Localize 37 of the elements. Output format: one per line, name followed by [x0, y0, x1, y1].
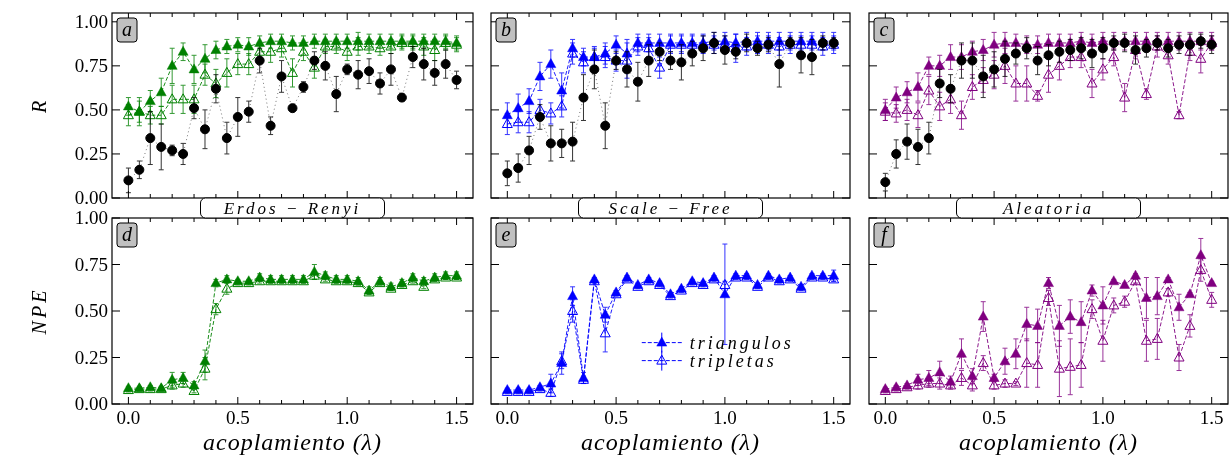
legend-label: triangulos: [689, 332, 794, 353]
y-tick-label: 1.00: [74, 207, 108, 228]
y-tick-label: 0.50: [74, 98, 108, 120]
annotation: e: [501, 223, 511, 245]
x-tick-label: 0.5: [225, 407, 250, 428]
y-tick-label: 0.75: [74, 253, 108, 275]
y-tick-label: 0.25: [74, 142, 108, 164]
annotation: a: [122, 18, 132, 40]
y-tick-label: 0.00: [74, 393, 108, 414]
x-tick-label: 0.0: [873, 407, 898, 428]
x-tick-label: 0.5: [604, 407, 628, 428]
y-axis-title: NPE: [28, 287, 50, 336]
x-tick-label: 1.5: [1199, 407, 1224, 428]
y-tick-label: 0.25: [74, 346, 108, 368]
y-tick-label: 0.00: [74, 187, 108, 208]
x-tick-label: 1.0: [713, 407, 737, 428]
x-tick-label: 1.5: [821, 407, 846, 428]
x-axis-title: acoplamiento (λ): [202, 429, 383, 455]
chart-title: Erdos − Renyi: [222, 199, 362, 218]
annotation: b: [501, 18, 511, 40]
y-tick-label: 1.00: [74, 10, 108, 32]
x-tick-label: 1.0: [1091, 407, 1115, 428]
x-tick-label: 0.5: [982, 407, 1006, 428]
x-tick-label: 1.0: [335, 407, 360, 428]
chart-title: Scale − Free: [608, 199, 733, 218]
x-axis-title: acoplamiento (λ): [958, 429, 1139, 455]
y-tick-label: 0.50: [74, 300, 108, 321]
annotation: d: [122, 223, 133, 245]
y-tick-label: 0.75: [74, 54, 108, 76]
y-axis-title: R: [28, 97, 50, 115]
x-tick-label: 0.0: [116, 407, 141, 428]
annotation: c: [879, 18, 889, 40]
x-axis-title: acoplamiento (λ): [580, 429, 761, 455]
annotation: f: [881, 223, 890, 246]
chart-title: Aleatoria: [1001, 199, 1095, 218]
x-tick-label: 1.5: [444, 407, 469, 428]
x-tick-label: 0.0: [495, 407, 520, 428]
